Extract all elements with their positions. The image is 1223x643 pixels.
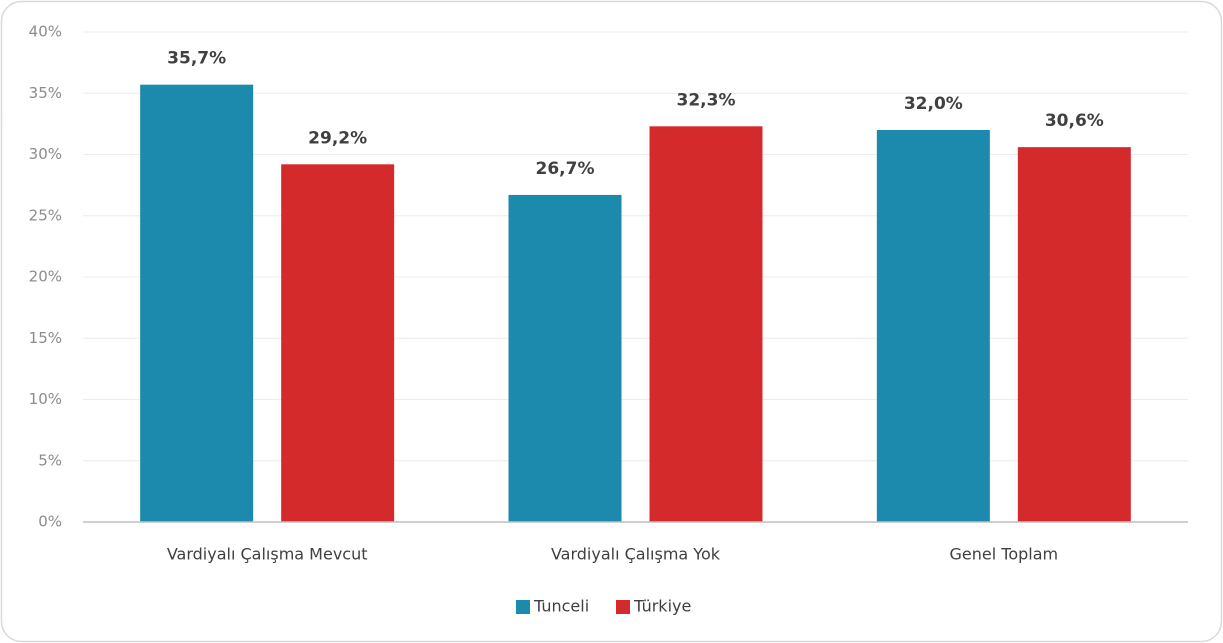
bar — [1017, 147, 1131, 522]
value-label: 35,7% — [167, 49, 226, 69]
y-tick-label: 15% — [29, 329, 62, 347]
x-tick-label: Vardiyalı Çalışma Yok — [551, 545, 721, 564]
bar — [876, 130, 990, 522]
y-tick-label: 30% — [29, 145, 62, 163]
value-label: 32,3% — [677, 90, 736, 110]
y-tick-label: 0% — [38, 513, 62, 531]
legend-label: Türkiye — [633, 597, 691, 616]
y-tick-label: 40% — [29, 23, 62, 41]
y-tick-label: 5% — [38, 451, 62, 469]
value-label: 26,7% — [536, 159, 595, 179]
value-label: 30,6% — [1045, 111, 1104, 131]
x-tick-label: Genel Toplam — [950, 545, 1059, 564]
bar — [649, 126, 763, 522]
legend-label: Tunceli — [533, 597, 589, 616]
x-tick-label: Vardiyalı Çalışma Mevcut — [167, 545, 368, 564]
legend-swatch — [616, 600, 630, 614]
legend-swatch — [516, 600, 530, 614]
y-tick-label: 25% — [29, 206, 62, 224]
value-label: 29,2% — [308, 128, 367, 148]
y-tick-label: 20% — [29, 268, 62, 286]
y-tick-label: 35% — [29, 84, 62, 102]
bar — [281, 164, 395, 523]
bar — [140, 84, 254, 523]
value-label: 32,0% — [904, 94, 963, 114]
bar — [508, 194, 622, 523]
y-tick-label: 10% — [29, 390, 62, 408]
